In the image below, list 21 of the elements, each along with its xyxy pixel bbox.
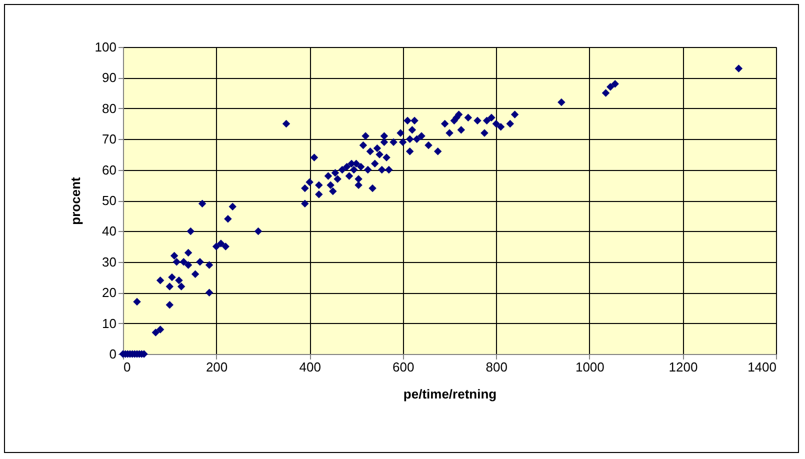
x-tick-label: 400	[299, 360, 321, 374]
y-tick-label: 90	[102, 70, 116, 86]
x-tick-label: 1000	[575, 360, 604, 374]
y-tick-label: 60	[102, 162, 116, 178]
x-tick-label: 1200	[668, 360, 698, 374]
x-tick-label: 600	[392, 360, 414, 374]
y-tick-label: 40	[102, 224, 116, 239]
x-axis-title: pe/time/retning	[403, 386, 497, 402]
y-tick-label: 30	[102, 254, 116, 270]
y-tick-label: 100	[94, 40, 116, 54]
y-tick-label: 20	[102, 285, 116, 300]
x-tick-label: 1400	[748, 360, 776, 374]
y-tick-label: 80	[102, 100, 116, 116]
y-tick-label: 50	[102, 193, 116, 208]
y-tick-label: 0	[109, 346, 116, 362]
y-tick-label: 70	[102, 132, 116, 147]
y-tick-label: 10	[102, 316, 116, 331]
x-tick-label: 0	[124, 360, 131, 374]
y-axis-title: procent	[68, 176, 83, 225]
x-tick-label: 200	[206, 360, 228, 374]
x-tick-label: 800	[486, 360, 508, 374]
